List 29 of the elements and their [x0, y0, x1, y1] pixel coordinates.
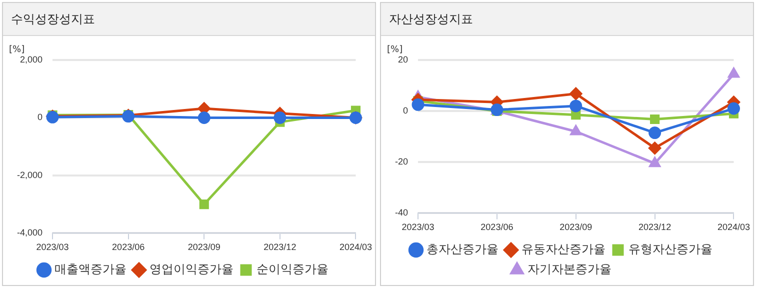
x-tick-label: 2024/03: [717, 222, 750, 232]
legend-label: 유형자산증가율: [628, 242, 712, 256]
legend-label: 총자산증가율: [426, 242, 498, 256]
y-tick-label: 0: [38, 112, 43, 122]
x-tick-label: 2023/09: [560, 222, 592, 232]
x-tick-label: 2023/12: [638, 222, 672, 232]
x-tick-label: 2024/03: [339, 242, 372, 252]
x-tick-label: 2023/06: [112, 242, 145, 252]
x-tick-label: 2023/03: [36, 242, 69, 252]
y-axis-title: [%]: [387, 44, 403, 55]
chart-title: 자산성장성지표: [381, 3, 753, 36]
legend-label: 영업이익증가율: [150, 262, 234, 276]
x-tick-label: 2023/12: [264, 242, 296, 252]
y-tick-label: 2,000: [20, 54, 43, 64]
y-tick-label: -4,000: [16, 228, 43, 238]
legend-label: 순이익증가율: [256, 262, 328, 276]
chart-title: 수익성장성지표: [3, 3, 375, 36]
legend-label: 자기자본증가율: [528, 262, 612, 276]
y-tick-label: -20: [394, 156, 408, 167]
y-tick-label: 0: [402, 106, 408, 116]
x-tick-label: 2023/03: [402, 222, 434, 232]
y-axis-title: [%]: [9, 44, 25, 55]
y-tick-label: -2,000: [16, 170, 43, 180]
legend-label: 유동자산증가율: [522, 242, 606, 256]
y-tick-label: 20: [398, 54, 408, 64]
x-tick-label: 2023/06: [480, 222, 514, 232]
legend-label: 매출액증가율: [54, 262, 126, 276]
y-tick-label: -40: [394, 208, 408, 218]
x-tick-label: 2023/09: [188, 242, 220, 252]
